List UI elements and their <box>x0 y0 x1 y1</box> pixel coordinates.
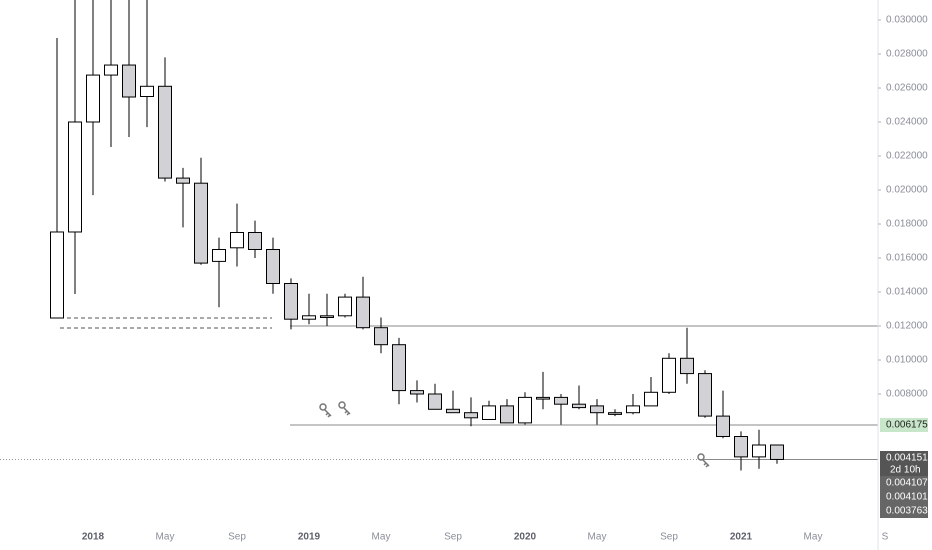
candle-body <box>140 85 154 97</box>
candle-body <box>752 444 766 458</box>
x-tick-label: 2019 <box>298 532 321 543</box>
note-icons <box>319 401 710 468</box>
candle-body <box>500 405 514 424</box>
x-tick-label: May <box>804 532 823 543</box>
y-tick-label: 0.030000 <box>886 15 928 26</box>
candle-body <box>320 315 334 318</box>
candle-body <box>662 357 676 393</box>
price-label-box <box>880 451 928 465</box>
candle-body <box>626 405 640 414</box>
x-tick-label: 2021 <box>730 532 753 543</box>
y-tick-label: 0.012000 <box>886 321 928 332</box>
x-tick-label: May <box>156 532 175 543</box>
candle-body <box>212 248 226 262</box>
price-label-box <box>880 490 928 504</box>
price-label-box <box>880 504 928 518</box>
candle-body <box>590 405 604 414</box>
plot-area <box>0 0 878 471</box>
x-tick-label: May <box>588 532 607 543</box>
candle-body <box>680 357 694 375</box>
candle-body <box>194 182 208 264</box>
y-tick-label: 0.014000 <box>886 287 928 298</box>
y-tick-label: 0.010000 <box>886 355 928 366</box>
countdown: 2d 10h <box>890 465 921 476</box>
candle-body <box>536 396 550 400</box>
candle-body <box>86 74 100 123</box>
y-tick-label: 0.018000 <box>886 219 928 230</box>
candle-body <box>230 231 244 249</box>
candle-body <box>518 396 532 424</box>
candle-body <box>464 412 478 419</box>
candle-body <box>302 315 316 320</box>
y-tick-label: 0.016000 <box>886 253 928 264</box>
candle-body <box>554 396 568 405</box>
x-tick-label: 2020 <box>514 532 537 543</box>
candle-body <box>644 391 658 407</box>
candle-body <box>572 403 586 409</box>
x-tick-label: Sep <box>228 532 246 543</box>
candle-body <box>392 344 406 392</box>
candle-body <box>176 177 190 184</box>
candle-body <box>158 85 172 179</box>
x-tick-label: Sep <box>660 532 678 543</box>
candle-body <box>446 408 460 414</box>
candle-body <box>122 64 136 98</box>
y-tick-label: 0.024000 <box>886 117 928 128</box>
candle-body <box>770 444 784 460</box>
candle-body <box>338 296 352 317</box>
x-tick-label: S <box>882 532 889 543</box>
candle-body <box>374 327 388 346</box>
countdown-box <box>880 464 928 476</box>
y-tick-label: 0.022000 <box>886 151 928 162</box>
y-tick-label: 0.028000 <box>886 49 928 60</box>
candle-body <box>356 296 370 329</box>
candle-body <box>734 435 748 458</box>
x-tick-label: Sep <box>444 532 462 543</box>
candle-body <box>428 393 442 410</box>
price-label: 0.003763 <box>886 506 928 517</box>
y-tick-label: 0.008000 <box>886 389 928 400</box>
candle-body <box>284 282 298 320</box>
candle-body <box>68 121 82 233</box>
candle-body <box>608 412 622 415</box>
price-label-box <box>880 476 928 490</box>
candle-body <box>698 373 712 417</box>
y-tick-label: 0.020000 <box>886 185 928 196</box>
y-tick-label: 0.026000 <box>886 83 928 94</box>
x-tick-label: May <box>372 532 391 543</box>
candle-body <box>248 231 262 250</box>
candle-body <box>50 231 64 319</box>
candle-body <box>482 405 496 420</box>
candle-body <box>716 415 730 437</box>
candle-body <box>410 390 424 395</box>
candle-body <box>266 248 280 284</box>
price-label-box <box>880 418 928 433</box>
price-label: 0.004107 <box>886 478 928 489</box>
price-label: 0.006175 <box>886 420 928 431</box>
x-tick-label: 2018 <box>82 532 105 543</box>
price-label: 0.004101 <box>886 492 928 503</box>
candle-body <box>104 64 118 76</box>
price-label: 0.004151 <box>886 453 928 464</box>
